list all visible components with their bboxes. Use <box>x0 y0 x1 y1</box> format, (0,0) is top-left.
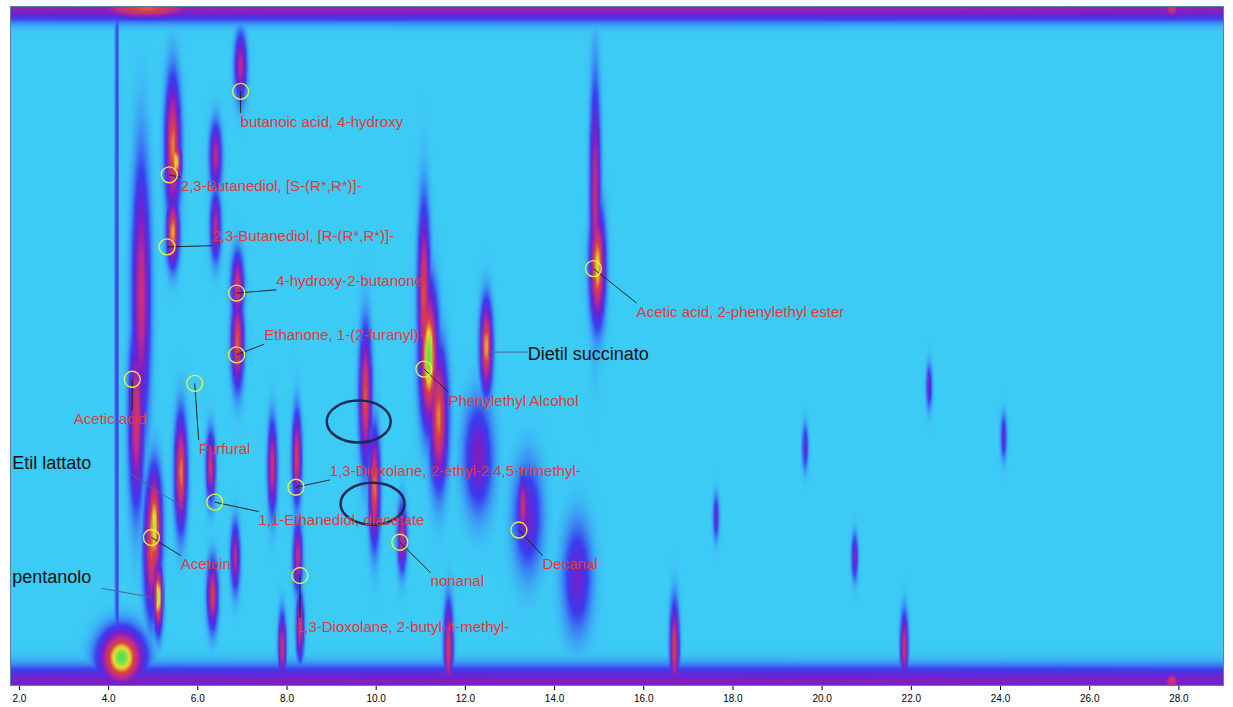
svg-text:28.0: 28.0 <box>1169 693 1189 704</box>
svg-text:26.0: 26.0 <box>1080 693 1100 704</box>
svg-text:22.0: 22.0 <box>902 693 922 704</box>
svg-text:2,3-Butanediol, [S-(R*,R*)]-: 2,3-Butanediol, [S-(R*,R*)]- <box>181 177 362 194</box>
svg-text:1,1-Ethanediol, diacetate: 1,1-Ethanediol, diacetate <box>258 511 424 528</box>
svg-text:14.0: 14.0 <box>545 693 565 704</box>
svg-text:nonanal: nonanal <box>431 572 484 589</box>
svg-text:pentanolo: pentanolo <box>12 567 91 587</box>
svg-text:1,3-Dioxolane, 2-butyl-4-methy: 1,3-Dioxolane, 2-butyl-4-methyl- <box>296 618 509 635</box>
svg-text:Phenylethyl Alcohol: Phenylethyl Alcohol <box>448 392 578 409</box>
svg-text:Decanal: Decanal <box>543 555 598 572</box>
svg-text:Acetic acid, 2-phenylethyl est: Acetic acid, 2-phenylethyl ester <box>637 303 845 320</box>
svg-text:8.0: 8.0 <box>280 693 294 704</box>
svg-text:2.0: 2.0 <box>12 693 26 704</box>
svg-text:16.0: 16.0 <box>634 693 654 704</box>
svg-text:10.0: 10.0 <box>366 693 386 704</box>
svg-text:1,3-Dioxolane, 2-ethyl-2,4,5-t: 1,3-Dioxolane, 2-ethyl-2,4,5-trimethyl- <box>330 462 581 479</box>
svg-text:Etil lattato: Etil lattato <box>12 453 91 473</box>
svg-text:4.0: 4.0 <box>102 693 116 704</box>
svg-text:2,3-Butanediol, [R-(R*,R*)]-: 2,3-Butanediol, [R-(R*,R*)]- <box>213 227 395 244</box>
svg-text:12.0: 12.0 <box>456 693 476 704</box>
svg-text:Acetoin: Acetoin <box>181 555 231 572</box>
svg-text:24.0: 24.0 <box>991 693 1011 704</box>
svg-text:Ethanone, 1-(2-furanyl)-: Ethanone, 1-(2-furanyl)- <box>264 326 423 343</box>
svg-text:4-hydroxy-2-butanone: 4-hydroxy-2-butanone <box>276 272 423 289</box>
svg-text:Dietil succinato: Dietil succinato <box>528 344 649 364</box>
svg-text:Acetic acid: Acetic acid <box>74 410 147 427</box>
svg-text:butanoic acid, 4-hydroxy: butanoic acid, 4-hydroxy <box>241 113 404 130</box>
svg-text:6.0: 6.0 <box>191 693 205 704</box>
svg-text:18.0: 18.0 <box>723 693 743 704</box>
svg-text:Furfural: Furfural <box>199 440 251 457</box>
svg-text:20.0: 20.0 <box>812 693 832 704</box>
